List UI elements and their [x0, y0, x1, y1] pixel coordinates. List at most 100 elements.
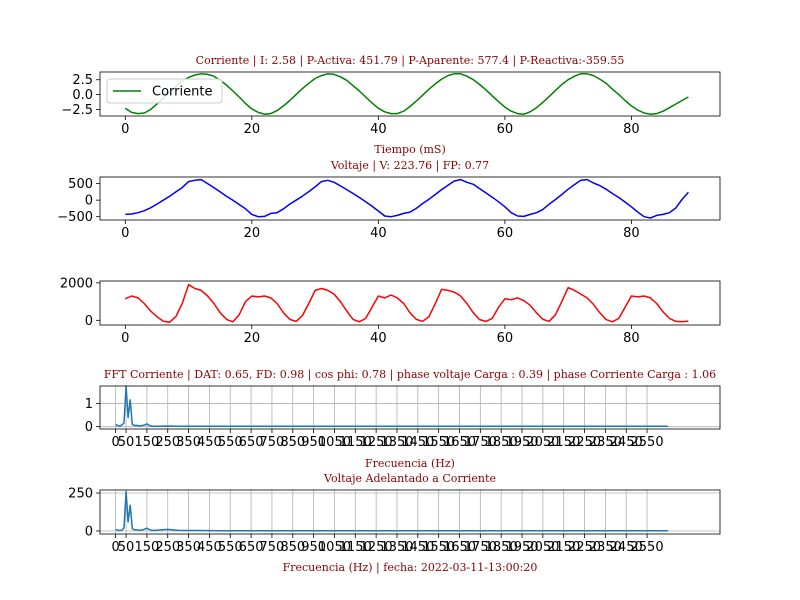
- y-tick-label: 0: [85, 420, 93, 435]
- x-tick-label: 1950: [505, 435, 538, 450]
- x-tick-label: 1250: [360, 435, 393, 450]
- x-tick-label: 1050: [318, 435, 351, 450]
- y-tick-label: 2000: [60, 276, 93, 291]
- x-tick-label: 0: [111, 435, 119, 450]
- x-tick-label: 2450: [610, 435, 643, 450]
- x-tick-label: 40: [370, 226, 387, 241]
- x-tick-label: 1350: [380, 540, 413, 555]
- series-line-1: [115, 385, 668, 427]
- x-tick-label: 550: [218, 540, 243, 555]
- x-tick-label: 550: [218, 435, 243, 450]
- axes-frame: [99, 176, 721, 221]
- x-axis-label: Frecuencia (Hz): [365, 457, 455, 470]
- y-tick-label: 2.5: [72, 73, 93, 88]
- subplot-1: 0 20 40 60 80 −2.50.02.5 Corriente | I: 2.58 |…: [61, 54, 721, 156]
- x-tick-label: 60: [497, 226, 514, 241]
- x-tick-label: 1850: [485, 435, 518, 450]
- x-tick-label: 1850: [485, 540, 518, 555]
- x-tick-label: 50: [118, 435, 135, 450]
- x-tick-label: 750: [260, 540, 285, 555]
- legend-label: Corriente: [152, 85, 212, 100]
- x-tick-label: 150: [134, 435, 159, 450]
- x-tick-label: 1150: [339, 540, 372, 555]
- x-tick-label: 1950: [505, 540, 538, 555]
- x-tick-label: 50: [118, 540, 135, 555]
- x-tick-label: 950: [301, 540, 326, 555]
- x-tick-label: 250: [155, 435, 180, 450]
- x-tick-label: 2350: [589, 435, 622, 450]
- x-tick-label: 20: [244, 331, 261, 346]
- x-tick-label: 1750: [464, 540, 497, 555]
- x-tick-label: 40: [370, 331, 387, 346]
- y-tick-label: −2.5: [61, 103, 93, 118]
- x-tick-label: 2050: [526, 435, 559, 450]
- x-tick-label: 250: [155, 540, 180, 555]
- x-tick-label: 350: [176, 540, 201, 555]
- x-tick-label: 850: [280, 435, 305, 450]
- y-tick-label: 500: [68, 177, 93, 192]
- subplot-title: Corriente | I: 2.58 | P-Activa: 451.79 |…: [196, 54, 625, 68]
- x-tick-label: 2450: [610, 540, 643, 555]
- x-tick-label: 2250: [568, 435, 601, 450]
- axes-frame: [99, 71, 721, 117]
- x-tick-label: 2150: [547, 435, 580, 450]
- x-tick-label: 2050: [526, 540, 559, 555]
- x-tick-label: 0: [121, 331, 129, 346]
- x-tick-label: 2350: [589, 540, 622, 555]
- subplot-title: Voltaje Adelantado a Corriente: [323, 472, 496, 485]
- x-tick-label: 1650: [443, 435, 476, 450]
- x-tick-label: 60: [497, 122, 514, 137]
- x-tick-label: 2550: [631, 540, 664, 555]
- x-tick-label: 1550: [422, 435, 455, 450]
- x-tick-label: 80: [623, 122, 640, 137]
- x-tick-label: 0: [111, 540, 119, 555]
- x-tick-label: 650: [239, 435, 264, 450]
- x-tick-label: 40: [370, 122, 387, 137]
- x-tick-label: 2250: [568, 540, 601, 555]
- axes-frame: [99, 280, 721, 326]
- x-tick-label: 20: [244, 122, 261, 137]
- y-tick-label: 0: [85, 314, 93, 329]
- x-tick-label: 750: [260, 435, 285, 450]
- x-tick-label: 20: [244, 226, 261, 241]
- x-tick-label: 0: [121, 226, 129, 241]
- y-tick-label: 1: [85, 397, 93, 412]
- x-tick-label: 1750: [464, 435, 497, 450]
- y-tick-label: 0.0: [72, 88, 93, 103]
- x-tick-label: 450: [197, 540, 222, 555]
- x-tick-label: 1250: [360, 540, 393, 555]
- x-tick-label: 60: [497, 331, 514, 346]
- series-line-1: [125, 178, 689, 219]
- x-tick-label: 150: [134, 540, 159, 555]
- subplot-3: 0 20 40 60 80 0 2000: [60, 276, 721, 346]
- x-tick-label: 0: [121, 122, 129, 137]
- x-tick-label: 1350: [380, 435, 413, 450]
- x-tick-label: 1650: [443, 540, 476, 555]
- x-tick-label: 950: [301, 435, 326, 450]
- x-tick-label: 350: [176, 435, 201, 450]
- x-tick-label: 2150: [547, 540, 580, 555]
- axes-frame: [99, 489, 721, 535]
- legend: Corriente: [106, 78, 223, 104]
- x-tick-label: 1550: [422, 540, 455, 555]
- y-tick-label: −500: [57, 210, 93, 225]
- axes-frame: [99, 385, 721, 430]
- x-tick-label: 450: [197, 435, 222, 450]
- x-tick-label: 2550: [631, 435, 664, 450]
- subplot-title: FFT Corriente | DAT: 0.65, FD: 0.98 | co…: [104, 368, 716, 382]
- x-tick-label: 80: [623, 226, 640, 241]
- y-tick-label: 0: [85, 524, 93, 539]
- legend-box: [106, 78, 223, 104]
- x-tick-label: 80: [623, 331, 640, 346]
- subplot-4: 050 1502503504505506507508509501050115012…: [85, 368, 721, 470]
- x-tick-label: 1150: [339, 435, 372, 450]
- series-line-1: [115, 490, 668, 532]
- subplot-5: 050 1502503504505506507508509501050115012…: [68, 472, 721, 575]
- y-tick-label: 250: [68, 487, 93, 502]
- x-tick-label: 850: [280, 540, 305, 555]
- subplot-title: Voltaje | V: 223.76 | FP: 0.77: [330, 159, 489, 173]
- x-axis-label: Frecuencia (Hz) | fecha: 2022-03-11-13:0…: [283, 561, 538, 575]
- x-tick-label: 1450: [401, 435, 434, 450]
